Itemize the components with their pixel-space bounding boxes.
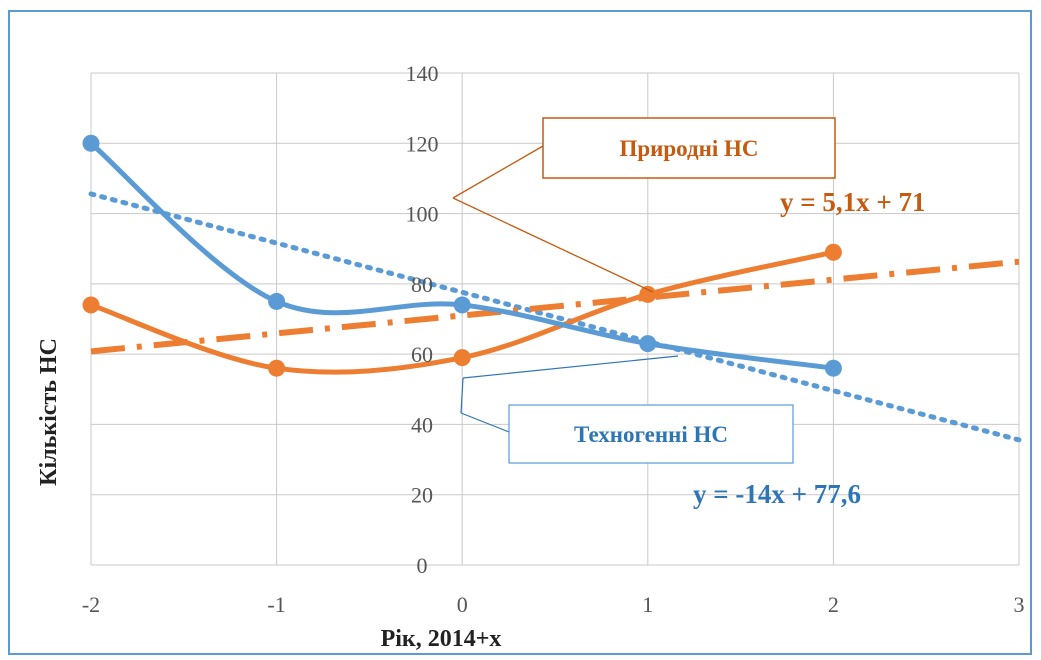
trendline-layer: [91, 194, 1019, 440]
data-point-tech: [454, 296, 471, 313]
y-tick-label: 0: [417, 553, 428, 578]
data-point-natural: [268, 360, 285, 377]
callout-natural-leader: [453, 146, 543, 198]
data-point-tech: [268, 293, 285, 310]
data-point-natural: [639, 286, 656, 303]
natural-trend-equation: y = 5,1x + 71: [780, 187, 926, 217]
y-tick-label: 40: [411, 412, 433, 437]
x-tick-label: 0: [457, 592, 468, 617]
data-point-natural: [825, 244, 842, 261]
y-tick-label: 20: [411, 483, 433, 508]
y-tick-label: 140: [406, 61, 439, 86]
data-point-natural: [83, 296, 100, 313]
y-tick-label: 120: [406, 131, 439, 156]
x-tick-label: 1: [642, 592, 653, 617]
trendline-tech: [91, 194, 1019, 440]
data-point-natural: [454, 349, 471, 366]
y-tick-label: 100: [406, 202, 439, 227]
tech-trend-equation: y = -14x + 77,6: [693, 479, 861, 509]
x-tick-label: 3: [1014, 592, 1025, 617]
x-tick-label: -1: [267, 592, 285, 617]
y-tick-label: 60: [411, 342, 433, 367]
y-tick-label: 80: [411, 272, 433, 297]
data-point-tech: [639, 335, 656, 352]
callout-tech-label: Техногенні НС: [574, 422, 728, 447]
callout-tech-leader-3: [463, 356, 678, 378]
data-point-tech: [83, 135, 100, 152]
callout-tech: Техногенні НС: [461, 356, 793, 463]
callout-tech-leader: [461, 413, 509, 432]
y-axis-title: Кількість НС: [36, 338, 62, 486]
x-tick-label: 2: [828, 592, 839, 617]
callout-natural-label: Природні НС: [619, 136, 758, 161]
x-tick-label: -2: [82, 592, 100, 617]
data-point-tech: [825, 360, 842, 377]
x-axis-title: Рік, 2014+х: [381, 626, 502, 652]
callout-natural-leader-2: [453, 198, 653, 292]
